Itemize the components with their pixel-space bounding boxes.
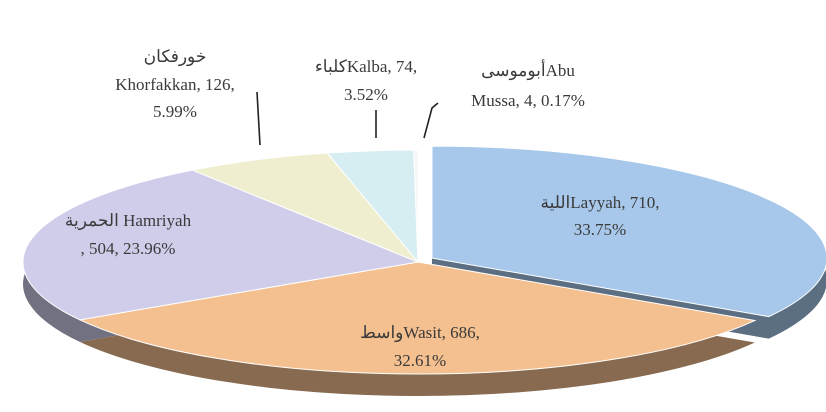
data-label: الحمرية Hamriyah bbox=[65, 211, 192, 231]
slice bbox=[413, 149, 419, 263]
labels: الليةLayyah, 710, 33.75% واسطWasit, 686, 32… bbox=[65, 47, 660, 370]
data-label: 32.61% bbox=[394, 351, 446, 370]
pie bbox=[22, 145, 826, 396]
data-label: كلباءKalba, 74, bbox=[315, 57, 417, 76]
leader-line bbox=[256, 91, 261, 146]
data-label: Khorfakkan, 126, bbox=[115, 75, 234, 94]
leader-line bbox=[423, 102, 439, 139]
data-label: واسطWasit, 686, bbox=[360, 323, 480, 343]
data-label: 3.52% bbox=[344, 85, 388, 104]
slice bbox=[22, 169, 420, 321]
data-label: 5.99% bbox=[153, 102, 197, 121]
data-label: أبوموسىAbu bbox=[481, 59, 575, 81]
data-label: خورفكان bbox=[144, 47, 207, 67]
slice bbox=[78, 261, 757, 375]
slice bbox=[431, 145, 826, 318]
data-label: الليةLayyah, 710, bbox=[540, 193, 659, 212]
slice bbox=[190, 152, 419, 263]
data-label: , 504, 23.96% bbox=[81, 239, 176, 258]
data-label: Mussa, 4, 0.17% bbox=[471, 91, 585, 110]
data-label: 33.75% bbox=[574, 220, 626, 239]
